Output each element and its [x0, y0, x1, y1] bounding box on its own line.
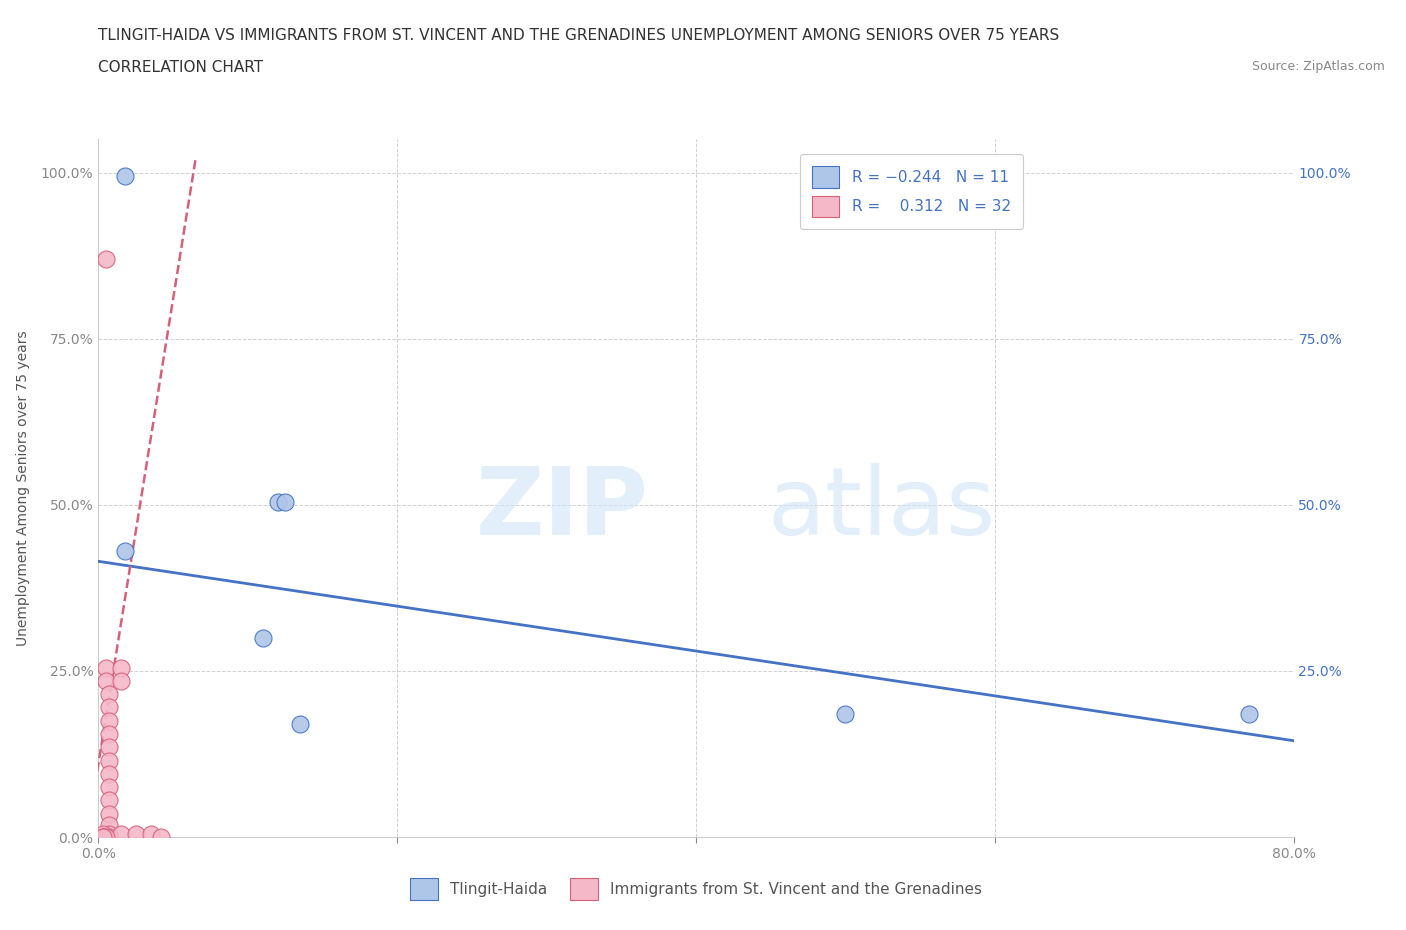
Point	[150, 830, 173, 844]
Point	[97, 817, 120, 832]
Point	[114, 544, 136, 559]
Legend: Tlingit-Haida, Immigrants from St. Vincent and the Grenadines: Tlingit-Haida, Immigrants from St. Vince…	[404, 872, 988, 906]
Point	[110, 660, 132, 675]
Text: CORRELATION CHART: CORRELATION CHART	[98, 60, 263, 75]
Point	[125, 826, 148, 841]
Text: ZIP: ZIP	[475, 463, 648, 555]
Point	[97, 753, 120, 768]
Point	[97, 713, 120, 728]
Point	[97, 826, 120, 841]
Point	[97, 726, 120, 741]
Point	[91, 830, 114, 844]
Point	[94, 252, 117, 267]
Point	[94, 660, 117, 675]
Point	[114, 168, 136, 183]
Point	[252, 631, 274, 645]
Point	[1237, 707, 1260, 722]
Text: atlas: atlas	[768, 463, 995, 555]
Point	[110, 673, 132, 688]
Text: TLINGIT-HAIDA VS IMMIGRANTS FROM ST. VINCENT AND THE GRENADINES UNEMPLOYMENT AMO: TLINGIT-HAIDA VS IMMIGRANTS FROM ST. VIN…	[98, 28, 1060, 43]
Text: Source: ZipAtlas.com: Source: ZipAtlas.com	[1251, 60, 1385, 73]
Point	[97, 740, 120, 755]
Point	[97, 830, 120, 844]
Point	[288, 717, 311, 732]
Point	[274, 494, 297, 509]
Point	[97, 779, 120, 794]
Point	[834, 707, 856, 722]
Point	[267, 494, 290, 509]
Point	[94, 830, 117, 844]
Point	[91, 830, 114, 844]
Point	[139, 826, 162, 841]
Y-axis label: Unemployment Among Seniors over 75 years: Unemployment Among Seniors over 75 years	[15, 330, 30, 646]
Point	[97, 793, 120, 808]
Point	[91, 830, 114, 844]
Point	[94, 673, 117, 688]
Point	[110, 826, 132, 841]
Point	[97, 766, 120, 781]
Point	[97, 806, 120, 821]
Point	[91, 826, 114, 841]
Point	[97, 686, 120, 701]
Point	[97, 700, 120, 715]
